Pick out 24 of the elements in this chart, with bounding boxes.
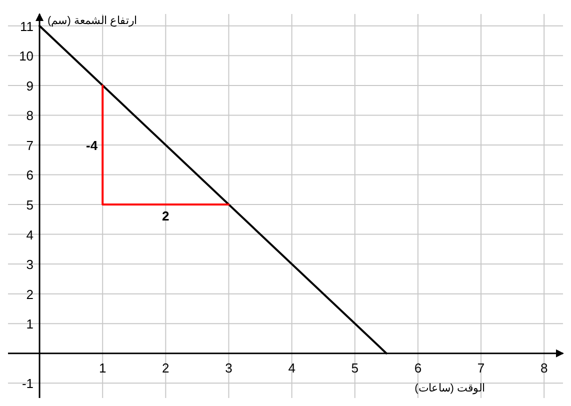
annotation: -4: [86, 138, 98, 153]
x-tick-label: 1: [98, 360, 106, 376]
y-tick-label: 7: [26, 138, 34, 153]
x-tick-label: 6: [414, 360, 422, 376]
annotation: 2: [162, 208, 170, 224]
y-tick-label: 10: [19, 48, 34, 64]
y-tick-label: 9: [26, 78, 34, 94]
y-tick-label: 3: [26, 257, 34, 272]
y-tick-label: 2: [26, 286, 34, 302]
x-axis-title: الوقت (ساعات): [414, 382, 486, 394]
y-tick-label: 6: [26, 168, 34, 183]
y-tick-label: 5: [26, 198, 34, 213]
y-tick-label: 4: [26, 227, 34, 242]
x-tick-label: 8: [540, 360, 548, 376]
x-tick-label: 5: [351, 360, 358, 376]
x-tick-label: 3: [225, 360, 232, 376]
y-tick-label: 8: [26, 108, 34, 124]
y-tick-label: -1: [22, 376, 34, 392]
x-tick-label: 7: [477, 360, 485, 376]
y-axis-title: ارتفاع الشمعة (سم): [48, 15, 137, 27]
y-tick-label: 1: [26, 316, 34, 332]
x-tick-label: 4: [288, 360, 296, 376]
y-tick-label: 11: [20, 18, 34, 34]
x-tick-label: 2: [162, 360, 170, 376]
